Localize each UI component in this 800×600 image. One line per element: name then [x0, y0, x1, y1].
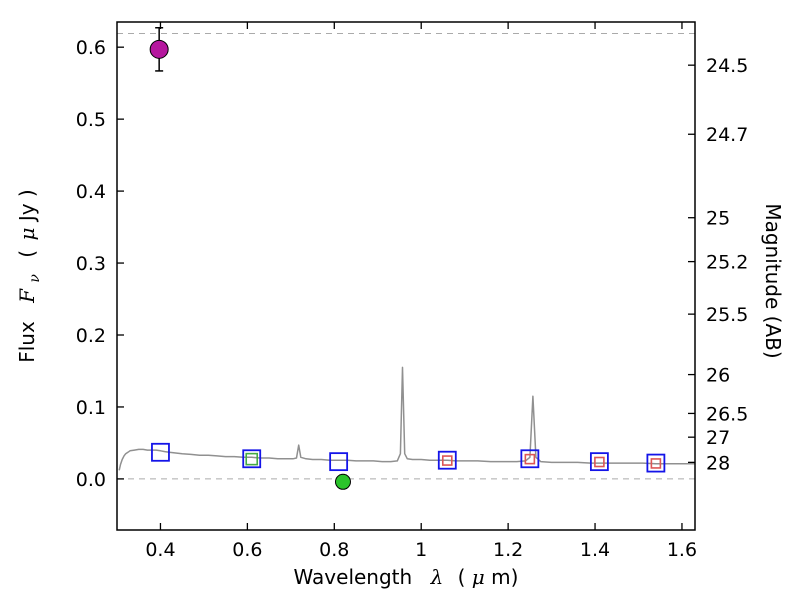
y2-tick-label: 26.5	[706, 403, 748, 425]
y-axis-unit: Jy )	[15, 189, 39, 223]
x-tick-label: 1.4	[580, 539, 610, 561]
flux-subscript-nu: ν	[27, 274, 43, 283]
y-axis-unit-open-paren: (	[15, 250, 39, 258]
observed-point-magenta	[149, 39, 169, 59]
x-tick-label: 0.4	[145, 539, 175, 561]
x-tick-label: 1.2	[493, 539, 523, 561]
y-tick-label: 0.2	[76, 325, 106, 347]
observed-photometry-red-squares	[441, 455, 453, 466]
y-axis-label: Flux F ν ( μ Jy )	[15, 189, 44, 363]
y2-tick-label: 28	[706, 452, 730, 474]
x-tick-label: 1.6	[667, 539, 697, 561]
model-photometry-squares	[329, 452, 349, 472]
model-photometry-squares	[242, 449, 262, 469]
y-axis-label-word: Flux	[15, 321, 39, 363]
y-tick-label: 0.6	[76, 37, 106, 59]
y-tick-label: 0.4	[76, 181, 106, 203]
plot-layers: 0.4 0.6 0.8 1 1.2 1.4 1.6 0.0 0.1 0.2 0.3 0.4 0.5 0.6…	[76, 21, 748, 561]
model-photometry-squares	[589, 452, 609, 472]
micro-symbol: μ	[15, 228, 39, 241]
model-spectrum	[118, 366, 695, 471]
x-tick-label: 0.6	[232, 539, 262, 561]
observed-photometry-green-square	[245, 452, 259, 466]
observed-point-green	[334, 473, 351, 490]
x-tick-label: 0.8	[319, 539, 349, 561]
x-axis-label-word: Wavelength	[294, 565, 413, 589]
y-tick-label: 0.0	[76, 469, 106, 491]
model-photometry-squares	[520, 449, 540, 469]
model-photometry-squares	[646, 453, 666, 473]
y2-tick-label: 24.7	[706, 124, 748, 146]
model-photometry-squares	[437, 450, 457, 470]
y2-tick-label: 24.5	[706, 55, 748, 77]
y2-axis-label: Magnitude (AB)	[761, 203, 785, 358]
x-axis-unit: m)	[491, 565, 518, 589]
x-axis-unit-open-paren: (	[458, 565, 466, 589]
y2-tick-label: 25.5	[706, 304, 748, 326]
y2-tick-label: 25.2	[706, 252, 748, 274]
observed-photometry-red-squares	[650, 458, 662, 469]
plot-frame	[116, 21, 696, 531]
flux-symbol: F	[15, 288, 39, 304]
x-axis-label: Wavelength λ ( μ m)	[294, 565, 519, 589]
observed-photometry-red-squares	[524, 453, 536, 465]
model-photometry-squares	[151, 442, 170, 462]
y-tick-label: 0.3	[76, 253, 106, 275]
y2-tick-label: 26	[706, 365, 730, 387]
y-tick-label: 0.1	[76, 397, 106, 419]
y2-tick-label: 27	[706, 427, 730, 449]
x-tick-label: 1	[415, 539, 427, 561]
y2-tick-label: 25	[706, 208, 730, 230]
lambda-symbol: λ	[430, 565, 444, 589]
observed-photometry-red-squares	[594, 456, 605, 468]
micro-symbol: μ	[472, 565, 485, 589]
y-tick-label: 0.5	[76, 109, 106, 131]
